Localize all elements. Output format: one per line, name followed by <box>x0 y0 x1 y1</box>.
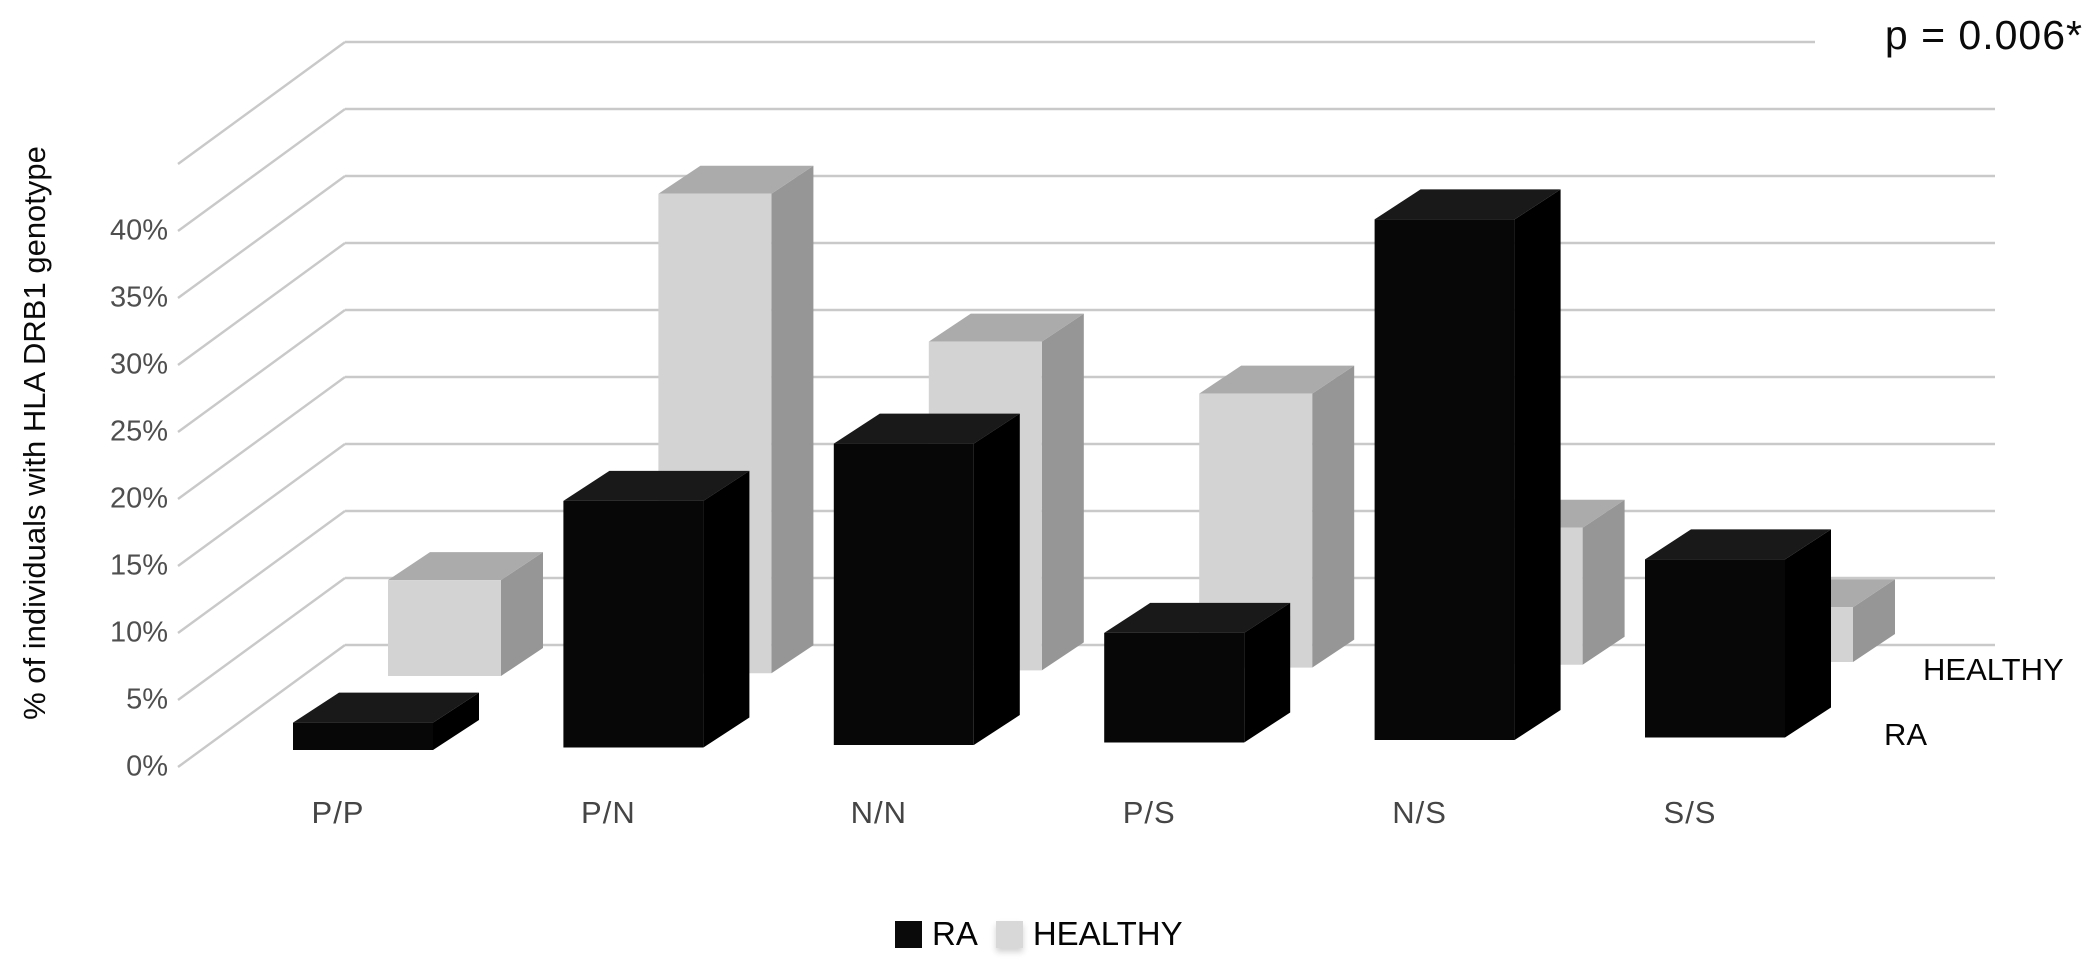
depth-axis-label-ra: RA <box>1884 717 1928 752</box>
x-category-label: N/S <box>1392 795 1447 830</box>
gridline <box>177 242 346 366</box>
y-tick-label: 20% <box>109 482 168 515</box>
gridline <box>177 108 346 232</box>
x-category-label: P/S <box>1122 795 1176 830</box>
bar-healthy-NN-side <box>1041 313 1084 671</box>
x-category-label: P/P <box>311 795 365 830</box>
bar-healthy-PP <box>388 580 501 676</box>
bar-healthy-PS <box>1199 393 1313 668</box>
y-tick-label: 25% <box>109 415 168 448</box>
y-tick-label: 30% <box>109 348 168 381</box>
bar-healthy-PN-side <box>771 165 814 674</box>
legend-label-ra: RA <box>932 915 978 952</box>
x-category-label: S/S <box>1663 795 1717 830</box>
bar-ra-SS <box>1645 559 1785 738</box>
bar-ra-PN-side <box>703 470 750 748</box>
ra-legend-swatch <box>895 920 922 948</box>
bar-ra-PP-side <box>433 692 479 750</box>
bar-ra-PS <box>1104 632 1245 743</box>
bar-healthy-PS-top <box>1199 365 1355 394</box>
y-tick-label: 35% <box>109 281 168 314</box>
y-tick-label: 40% <box>109 214 168 247</box>
bar-ra-PN <box>563 500 704 748</box>
gridline <box>177 309 346 433</box>
bar-ra-PP-top <box>293 692 479 723</box>
gridline <box>177 443 346 567</box>
bar-ra-NN-top <box>833 413 1020 444</box>
x-category-label: N/N <box>850 795 907 830</box>
bar-healthy-PP-side <box>501 552 543 676</box>
x-category-label: P/N <box>581 795 636 830</box>
gridline <box>177 577 346 701</box>
bar-healthy-NN-top <box>928 313 1084 342</box>
bar-healthy-SS-side <box>1853 579 1895 662</box>
bar-ra-NS-side <box>1514 189 1561 740</box>
y-tick-label: 15% <box>109 549 168 582</box>
p-value-annotation: p = 0.006* <box>1884 12 2083 58</box>
bar-ra-SS-side <box>1785 529 1831 738</box>
gridline <box>177 376 346 500</box>
y-tick-label: 10% <box>109 616 168 649</box>
bar-ra-NN <box>833 443 974 745</box>
gridline <box>177 510 346 634</box>
healthy-legend-swatch <box>995 920 1023 948</box>
y-tick-label: 5% <box>126 683 168 716</box>
y-tick-label: 0% <box>126 750 168 783</box>
bar-healthy-PP-top <box>388 552 543 581</box>
bar-ra-NS-top <box>1374 189 1561 220</box>
bar-ra-PS-top <box>1104 602 1291 633</box>
bar-healthy-PS-side <box>1312 365 1355 668</box>
gridline <box>177 644 346 768</box>
bar-ra-NS <box>1374 219 1515 740</box>
bar-healthy-NS-side <box>1582 499 1625 665</box>
bar-ra-NN-side <box>973 413 1020 745</box>
legend-item-healthy: HEALTHY <box>995 915 1183 953</box>
gridline <box>177 41 346 165</box>
bar-ra-PP <box>293 722 433 750</box>
bar-healthy-PN-top <box>658 165 814 194</box>
bar-ra-PN-top <box>563 470 750 501</box>
legend-label-healthy: HEALTHY <box>1032 915 1183 952</box>
legend: RA HEALTHY <box>895 915 1183 953</box>
depth-axis-label-healthy: HEALTHY <box>1923 652 2064 687</box>
bar-ra-PS-side <box>1244 602 1291 743</box>
legend-item-ra: RA <box>895 915 978 953</box>
bar-ra-SS-top <box>1645 529 1831 560</box>
gridline <box>177 175 346 299</box>
